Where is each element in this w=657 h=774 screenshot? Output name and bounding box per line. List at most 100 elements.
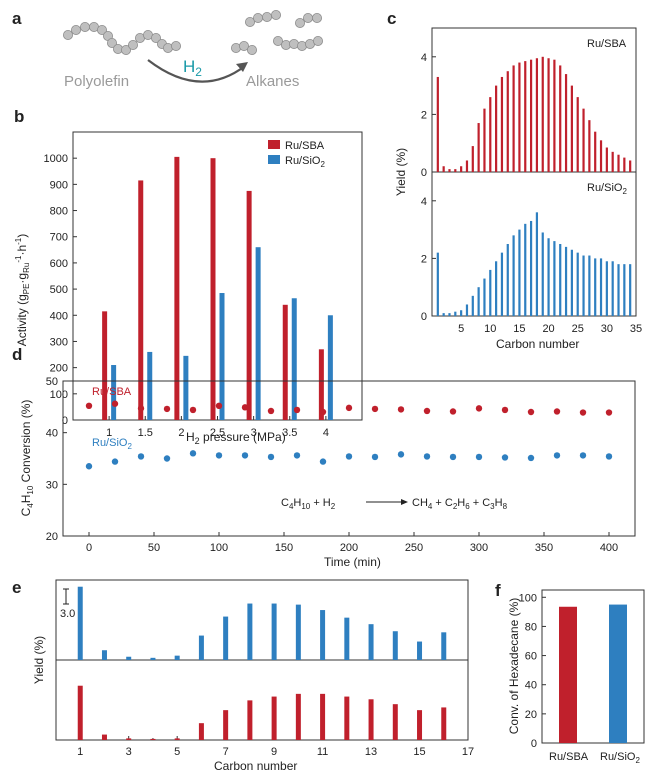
x-tick-label: 300 [470,542,488,554]
chart-b-xlabel-rest: pressure (MPa) [200,430,286,444]
eq-p2: H [293,497,301,509]
polymer-bead [127,40,138,51]
chart-d-ylabel-b: 4 [26,503,35,508]
point-ru-sio2 [345,453,353,460]
chart-d-equation: C4H10 + H2 CH4 + C2H6 + C3H8 [281,497,508,511]
y-tick-label: 0 [421,311,427,323]
bar-ru-sio2 [465,304,469,316]
chart-d-label-ru-sio2-sub: 2 [127,442,132,451]
bar-ru-sio2 [327,315,333,420]
eq-p3: 10 [301,502,310,511]
eq-p8: + C [432,497,453,509]
bar-ru-sba [210,158,216,420]
bar-ru-sio2 [111,365,117,420]
chart-d-ylabel-c: H [19,495,33,504]
bar-ru-sio2 [392,631,398,660]
polymer-bead [107,38,118,49]
x-tick-label: 1.5 [138,427,153,439]
bar-ru-sio2 [576,252,579,316]
x-tick-label: 0 [86,542,92,554]
reaction-arrowhead [236,62,248,72]
bar-ru-sio2 [588,255,591,316]
bar-ru-sba [150,738,156,740]
chart-d-ylabel-d: 10 [26,485,35,494]
x-tick-label: 7 [223,746,229,758]
y-tick-label: 300 [50,336,68,348]
chart-b-ylabel-h: ) [15,234,29,238]
bar-ru-sba [454,169,457,172]
bar-ru-sio2 [448,313,451,316]
bar-ru-sio2 [101,650,107,660]
bar-ru-sba [611,151,614,172]
point-ru-sio2 [293,452,301,459]
alkane-bead [302,12,313,23]
chart-d-y-axis-label: C4H10 Conversion (%) [19,400,35,517]
point-ru-sba [215,402,223,409]
x-tick-label: 350 [535,542,553,554]
point-ru-sba [371,405,379,413]
x-tick-label: 9 [271,746,277,758]
bar-ru-sba [570,85,573,172]
bar-ru-sba [524,61,527,173]
x-tick-label: 50 [148,542,160,554]
x-tick-label: 35 [630,323,642,335]
chart-c-label-ru-sba: Ru/SBA [587,38,627,50]
point-ru-sba [85,402,93,409]
bar-ru-sba [126,738,132,740]
x-tick-label: 1 [77,746,83,758]
y-tick-label: 0 [62,415,68,427]
point-ru-sio2 [579,452,587,459]
bar-ru-sio2 [605,261,608,316]
y-tick-label: 40 [525,680,537,692]
bar-ru-sio2 [570,249,573,316]
point-ru-sba [397,406,405,413]
bar-ru-sba [102,311,108,420]
alkane-bead [252,12,263,23]
bar-ru-sba [500,76,504,172]
chart-d-points [85,400,613,470]
bar-ru-sba [553,59,556,172]
eq-p7: 4 [428,502,433,511]
legend-label-ru-sio2: Ru/SiO2 [285,155,325,169]
bar-ru-sba [477,123,480,172]
bar-ru-sba [594,131,597,172]
bar-ru-sio2 [495,261,498,316]
y-tick-label: 700 [50,232,68,244]
bar-ru-sio2 [441,632,447,660]
bar-ru-sio2 [524,223,527,316]
x-tick-label: 20 [542,323,554,335]
point-ru-sba [423,407,431,415]
bar-ru-sba [541,56,544,172]
bar-ru-sba [512,65,515,172]
chart-f-hexadecane-conversion: 0 20 40 60 80 100 Ru/SBA Ru/SiO2 Conv. of Hex… [507,589,645,765]
chart-f-category-ru-sio2: Ru/SiO2 [600,751,640,765]
alkane-bead [311,12,322,23]
bar-ru-sba [247,700,253,740]
panel-label-c: c [387,9,396,28]
bar-ru-sba [564,74,568,172]
equation-products: CH4 + C2H6 + C3H8 [412,497,508,511]
point-ru-sio2 [553,452,561,459]
bar-ru-sio2 [559,244,562,316]
alkane-bead [270,9,281,20]
x-tick-label: 11 [317,746,328,758]
y-tick-label: 4 [421,52,427,64]
x-tick-label: 250 [405,542,423,554]
equation-reactants: C4H10 + H2 [281,497,336,511]
bar-ru-sba [417,710,423,740]
chart-d-ylabel-a: C [19,507,33,516]
panel-label-f: f [495,581,501,600]
polymer-bead [121,45,132,56]
x-tick-label: 15 [413,746,425,758]
x-tick-label: 5 [174,746,180,758]
bar-ru-sio2 [150,657,156,660]
bar-ru-sba [344,696,350,740]
point-ru-sio2 [215,452,223,459]
legend-swatch-ru-sio2 [268,155,280,164]
bar-ru-sio2 [500,252,504,316]
chart-b-x-ticks: 1 1.5 2 2.5 3 3.5 4 [106,416,329,439]
panel-label-e: e [12,578,21,597]
